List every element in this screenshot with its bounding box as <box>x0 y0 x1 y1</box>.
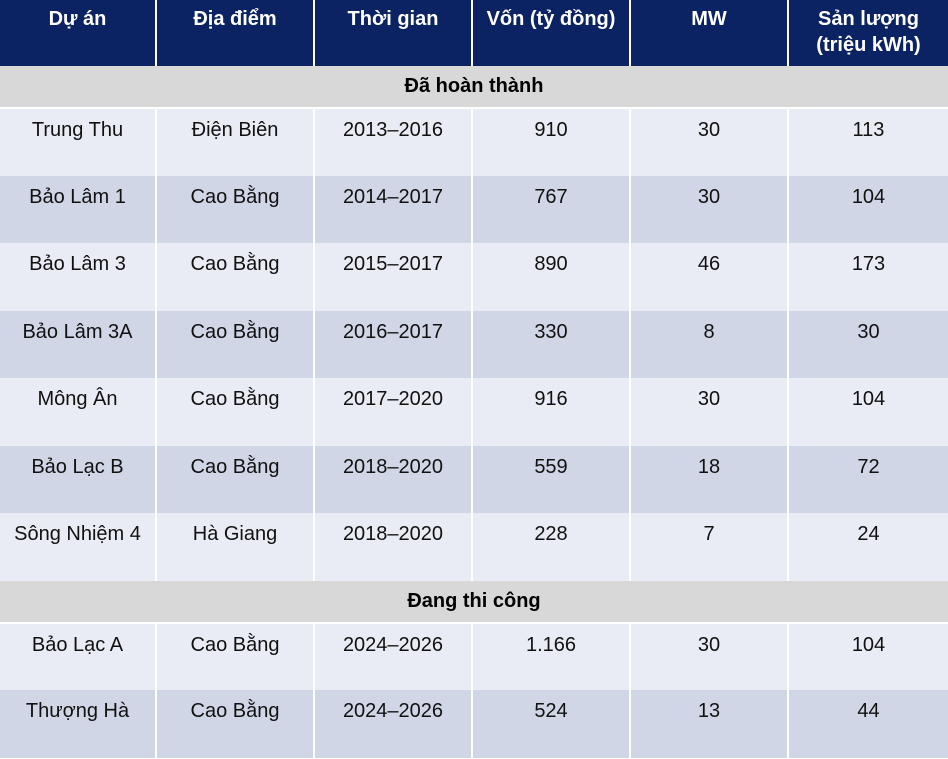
cell-project: Thượng Hà <box>0 690 157 758</box>
cell-output: 30 <box>788 310 948 378</box>
cell-period: 2024–2026 <box>314 690 473 758</box>
cell-project: Mông Ân <box>0 378 157 446</box>
table-row: Sông Nhiệm 4 Hà Giang 2018–2020 228 7 24 <box>0 513 948 581</box>
section-completed: Đã hoàn thành <box>0 66 948 109</box>
header-capacity: MW <box>630 0 789 66</box>
cell-period: 2018–2020 <box>314 513 473 581</box>
header-location: Địa điểm <box>156 0 315 66</box>
cell-capacity: 30 <box>630 622 789 690</box>
cell-output: 24 <box>788 513 948 581</box>
cell-project: Bảo Lạc B <box>0 445 157 513</box>
cell-output: 104 <box>788 175 948 243</box>
table-row: Trung Thu Điện Biên 2013–2016 910 30 113 <box>0 108 948 176</box>
cell-project: Bảo Lâm 3 <box>0 243 157 311</box>
cell-capacity: 46 <box>630 243 789 311</box>
header-project: Dự án <box>0 0 157 66</box>
cell-capacity: 30 <box>630 378 789 446</box>
cell-capital: 767 <box>472 175 631 243</box>
cell-output: 113 <box>788 108 948 176</box>
cell-location: Cao Bằng <box>156 445 315 513</box>
table-row: Bảo Lâm 1 Cao Bằng 2014–2017 767 30 104 <box>0 175 948 243</box>
cell-capacity: 30 <box>630 175 789 243</box>
cell-period: 2016–2017 <box>314 310 473 378</box>
cell-capital: 916 <box>472 378 631 446</box>
cell-project: Bảo Lạc A <box>0 622 157 690</box>
table-header: Dự án Địa điểm Thời gian Vốn (tỷ đồng) M… <box>0 0 948 66</box>
cell-period: 2018–2020 <box>314 445 473 513</box>
section-title: Đang thi công <box>0 580 948 624</box>
cell-location: Hà Giang <box>156 513 315 581</box>
cell-location: Cao Bằng <box>156 175 315 243</box>
cell-period: 2014–2017 <box>314 175 473 243</box>
section-title: Đã hoàn thành <box>0 66 948 109</box>
cell-capital: 1.166 <box>472 622 631 690</box>
cell-location: Cao Bằng <box>156 243 315 311</box>
header-output: Sản lượng (triệu kWh) <box>788 0 948 66</box>
cell-capital: 524 <box>472 690 631 758</box>
cell-project: Sông Nhiệm 4 <box>0 513 157 581</box>
cell-capital: 559 <box>472 445 631 513</box>
table-row: Bảo Lạc A Cao Bằng 2024–2026 1.166 30 10… <box>0 622 948 690</box>
cell-capacity: 8 <box>630 310 789 378</box>
cell-output: 173 <box>788 243 948 311</box>
table-row: Bảo Lâm 3 Cao Bằng 2015–2017 890 46 173 <box>0 243 948 311</box>
cell-output: 72 <box>788 445 948 513</box>
section-in-progress: Đang thi công <box>0 580 948 624</box>
cell-location: Cao Bằng <box>156 378 315 446</box>
cell-location: Cao Bằng <box>156 310 315 378</box>
cell-output: 44 <box>788 690 948 758</box>
table-row: Thượng Hà Cao Bằng 2024–2026 524 13 44 <box>0 690 948 758</box>
table-row: Bảo Lâm 3A Cao Bằng 2016–2017 330 8 30 <box>0 310 948 378</box>
table-row: Mông Ân Cao Bằng 2017–2020 916 30 104 <box>0 378 948 446</box>
cell-project: Bảo Lâm 1 <box>0 175 157 243</box>
header-capital: Vốn (tỷ đồng) <box>472 0 631 66</box>
cell-location: Cao Bằng <box>156 690 315 758</box>
cell-capital: 228 <box>472 513 631 581</box>
cell-capital: 330 <box>472 310 631 378</box>
cell-capacity: 13 <box>630 690 789 758</box>
cell-capacity: 18 <box>630 445 789 513</box>
cell-location: Cao Bằng <box>156 622 315 690</box>
cell-capital: 890 <box>472 243 631 311</box>
table-row: Bảo Lạc B Cao Bằng 2018–2020 559 18 72 <box>0 445 948 513</box>
cell-capacity: 7 <box>630 513 789 581</box>
header-period: Thời gian <box>314 0 473 66</box>
cell-project: Bảo Lâm 3A <box>0 310 157 378</box>
cell-period: 2017–2020 <box>314 378 473 446</box>
cell-period: 2024–2026 <box>314 622 473 690</box>
cell-location: Điện Biên <box>156 108 315 176</box>
cell-output: 104 <box>788 378 948 446</box>
cell-project: Trung Thu <box>0 108 157 176</box>
cell-capital: 910 <box>472 108 631 176</box>
cell-period: 2013–2016 <box>314 108 473 176</box>
cell-period: 2015–2017 <box>314 243 473 311</box>
cell-capacity: 30 <box>630 108 789 176</box>
cell-output: 104 <box>788 622 948 690</box>
